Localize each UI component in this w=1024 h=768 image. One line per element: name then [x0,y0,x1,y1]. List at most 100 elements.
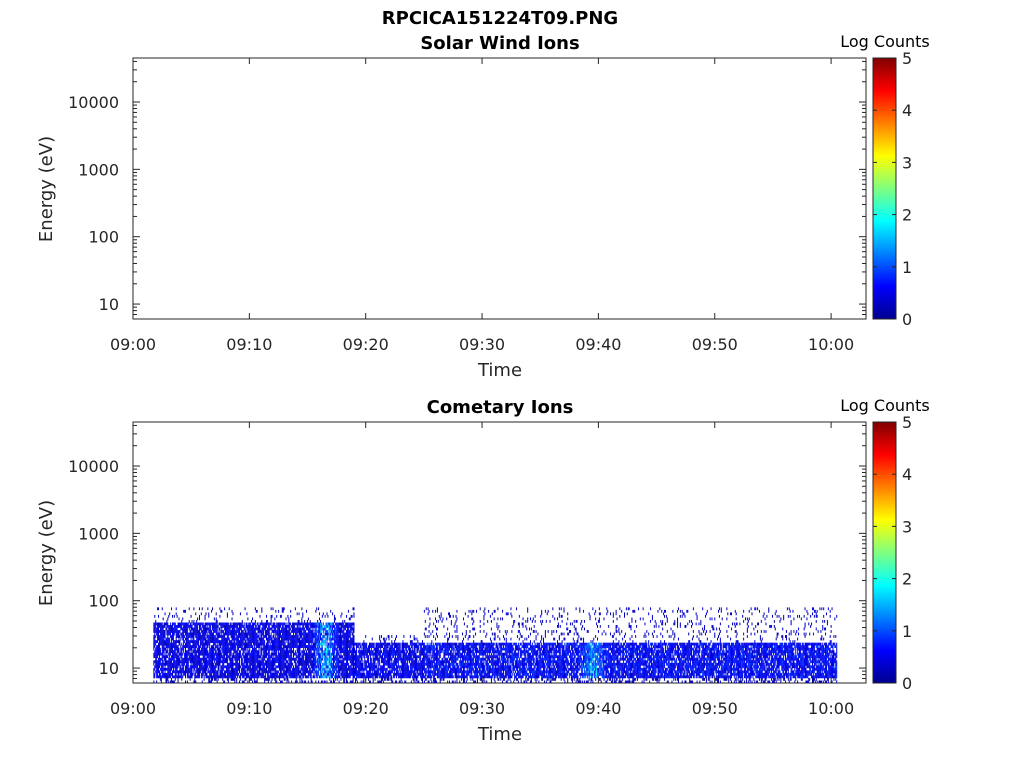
heatmap-cell [223,672,225,676]
heatmap-cell [346,667,348,671]
heatmap-cell [357,642,359,646]
heatmap-cell [189,622,191,626]
heatmap-cell [216,619,218,623]
heatmap-cell [197,670,199,674]
heatmap-cell [230,635,232,638]
heatmap-cell [368,677,370,681]
heatmap-cell [198,635,200,638]
heatmap-cell [329,667,331,671]
heatmap-cell [186,655,188,659]
heatmap-cell [282,637,284,641]
heatmap-cell [291,657,293,661]
heatmap-cell [164,662,166,666]
heatmap-cell [392,665,394,669]
heatmap-cell [257,642,259,646]
heatmap-cell [250,627,252,631]
heatmap-cell [231,675,233,679]
heatmap-cell [333,670,335,674]
heatmap-cell [187,647,189,651]
heatmap-cell [307,670,309,674]
heatmap-cell [197,630,199,633]
heatmap-cell [231,640,233,643]
heatmap-cell [185,652,187,656]
heatmap-cell [226,627,228,631]
heatmap-cell [341,627,343,631]
heatmap-cell [263,647,265,651]
heatmap-cell [265,672,267,676]
heatmap-cell [368,680,370,683]
heatmap-cell [370,642,372,646]
heatmap-cell [165,622,167,626]
heatmap-cell [263,655,265,659]
heatmap-cell [290,665,292,669]
heatmap-cell [263,665,265,669]
heatmap-cell [264,625,266,628]
heatmap-cell [344,662,346,666]
heatmap-cell [181,655,183,659]
heatmap-cell [279,622,281,626]
heatmap-cell [392,650,394,654]
heatmap-cell [195,635,197,638]
heatmap-cell [312,675,314,679]
heatmap-cell [312,625,314,628]
heatmap-cell [237,655,239,659]
heatmap-cell [226,650,228,654]
heatmap-cell [384,645,386,649]
heatmap-cell [157,675,159,679]
heatmap-cell [289,625,291,628]
heatmap-cell [178,652,180,656]
heatmap-cell [305,680,307,683]
heatmap-cell [166,627,168,631]
heatmap-cell [308,647,310,651]
heatmap-cell [197,657,199,661]
heatmap-cell [171,677,173,681]
heatmap-cell [234,622,236,626]
colorbar-tick-label: 5 [902,49,912,68]
heatmap-cell [378,662,380,666]
heatmap-cell [309,672,311,676]
heatmap-cell [193,632,195,636]
heatmap-cell [344,652,346,656]
heatmap-cell [238,655,240,659]
heatmap-cell [344,645,346,649]
heatmap-cell [249,667,251,671]
heatmap-cell [278,630,280,633]
heatmap-cell [309,627,311,631]
heatmap-cell [249,622,251,626]
heatmap-cell [381,670,383,674]
heatmap-cell [270,675,272,679]
heatmap-cell [244,635,246,638]
heatmap-cell [165,677,167,681]
heatmap-cell [316,630,318,633]
heatmap-cell [207,655,209,659]
heatmap-cell [197,655,199,659]
heatmap-cell [240,655,242,659]
heatmap-cell [203,665,205,669]
heatmap-cell [391,645,393,649]
heatmap-cell [172,645,174,649]
heatmap-cell [339,670,341,674]
heatmap-cell [287,632,289,636]
heatmap-cell [198,617,200,621]
heatmap-cell [265,655,267,659]
heatmap-cell [216,625,218,628]
heatmap-cell [255,675,257,679]
heatmap-cell [303,632,305,636]
heatmap-cell [247,647,249,651]
heatmap-cell [197,672,199,676]
heatmap-cell [222,647,224,651]
heatmap-cell [322,640,324,643]
heatmap-cell [162,617,164,621]
heatmap-cell [340,657,342,661]
heatmap-cell [244,670,246,674]
heatmap-cell [210,670,212,674]
heatmap-cell [279,662,281,666]
heatmap-cell [338,672,340,676]
heatmap-cell [194,665,196,669]
heatmap-cell [188,625,190,628]
heatmap-cell [367,655,369,659]
heatmap-cell [186,622,188,626]
heatmap-cell [265,660,267,664]
heatmap-cell [197,642,199,646]
heatmap-cell [171,637,173,641]
